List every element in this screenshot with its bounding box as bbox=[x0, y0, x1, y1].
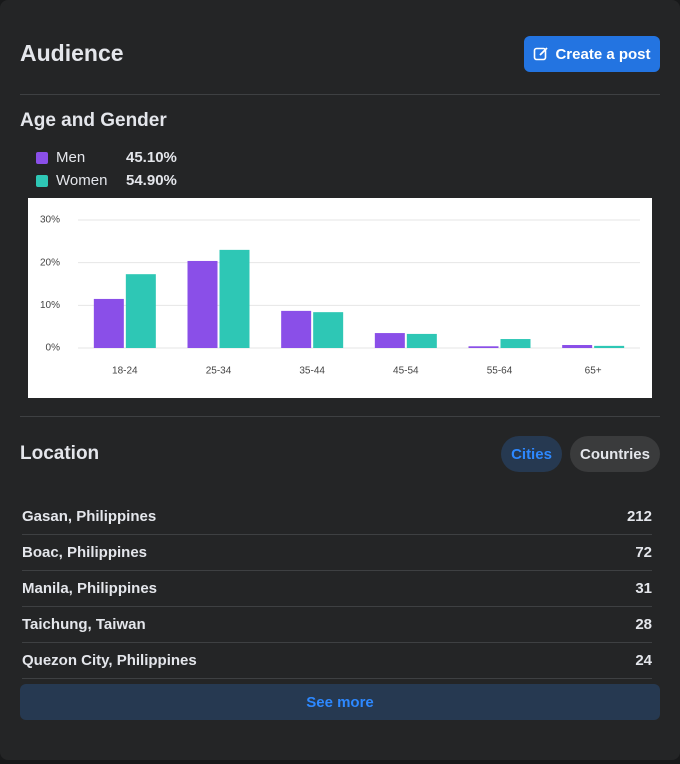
location-row: Manila, Philippines 31 bbox=[22, 571, 652, 607]
bar bbox=[500, 339, 531, 348]
x-tick-label: 35-44 bbox=[299, 366, 325, 377]
x-tick-label: 55-64 bbox=[487, 366, 513, 377]
section-title: Age and Gender bbox=[20, 110, 167, 131]
legend-item: Women 54.90% bbox=[36, 172, 177, 189]
bar bbox=[594, 345, 625, 348]
x-tick-label: 18-24 bbox=[112, 366, 138, 377]
bar bbox=[313, 312, 344, 348]
bar bbox=[468, 346, 499, 348]
location-row: Gasan, Philippines 212 bbox=[22, 499, 652, 535]
divider bbox=[20, 94, 660, 95]
legend-share: 45.10% bbox=[126, 149, 177, 166]
bar bbox=[374, 333, 405, 348]
section-title: Location bbox=[20, 443, 100, 464]
x-tick-label: 65+ bbox=[585, 366, 602, 377]
x-tick-label: 25-34 bbox=[206, 366, 232, 377]
title: Audience bbox=[20, 40, 124, 66]
divider bbox=[20, 416, 660, 417]
y-tick-label: 20% bbox=[40, 257, 60, 268]
location-name: Gasan, Philippines bbox=[22, 508, 157, 525]
location-count: 212 bbox=[626, 508, 652, 525]
location-name: Quezon City, Philippines bbox=[22, 652, 197, 669]
bar bbox=[93, 298, 124, 348]
legend-name: Women bbox=[56, 172, 108, 189]
see-more-button[interactable]: See more bbox=[20, 684, 660, 720]
bar bbox=[562, 345, 593, 348]
y-tick-label: 10% bbox=[40, 300, 60, 311]
y-tick-label: 0% bbox=[46, 343, 61, 354]
button-label: Create a post bbox=[555, 45, 651, 63]
legend-item: Men 45.10% bbox=[36, 149, 177, 166]
location-name: Manila, Philippines bbox=[22, 580, 158, 597]
location-row: Boac, Philippines 72 bbox=[22, 535, 652, 571]
location-name: Taichung, Taiwan bbox=[22, 616, 146, 633]
bar bbox=[406, 333, 437, 348]
location-row: Taichung, Taiwan 28 bbox=[22, 607, 652, 643]
chart: 0% 10% 20% 30% 18-24 25-34 35-44 45-54 55-64 65+ bbox=[28, 198, 652, 398]
location-count: 72 bbox=[635, 544, 652, 561]
create-post-button[interactable]: Create a post bbox=[524, 36, 660, 72]
location-name: Boac, Philippines bbox=[22, 544, 148, 561]
location-count: 24 bbox=[635, 652, 652, 669]
legend-swatch bbox=[36, 151, 48, 164]
legend-share: 54.90% bbox=[126, 172, 177, 189]
location-row: Quezon City, Philippines 24 bbox=[22, 643, 652, 679]
tab[interactable]: Countries bbox=[570, 436, 660, 472]
bar bbox=[281, 310, 312, 348]
x-tick-label: 45-54 bbox=[393, 366, 419, 377]
location-count: 28 bbox=[635, 616, 652, 633]
bar bbox=[219, 249, 250, 348]
tab[interactable]: Cities bbox=[501, 436, 562, 472]
bar bbox=[187, 260, 218, 348]
bar bbox=[125, 274, 156, 348]
y-tick-label: 30% bbox=[40, 215, 60, 226]
edit-icon bbox=[534, 47, 549, 61]
location-count: 31 bbox=[635, 580, 652, 597]
legend-name: Men bbox=[56, 149, 86, 166]
legend-swatch bbox=[36, 174, 48, 187]
